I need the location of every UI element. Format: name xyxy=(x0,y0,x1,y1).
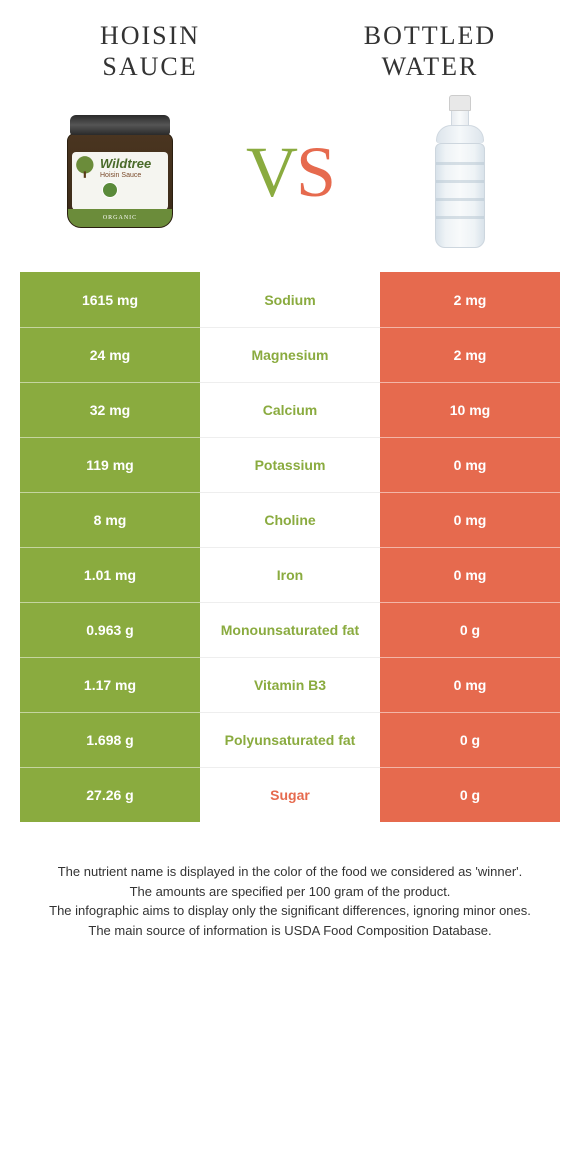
left-value: 119 mg xyxy=(20,437,200,492)
product-images-row: Wildtree Hoisin Sauce ORGANIC VS xyxy=(0,92,580,272)
right-title-line2: WATER xyxy=(382,52,479,81)
nutrient-label: Sodium xyxy=(200,272,380,327)
left-value: 1.17 mg xyxy=(20,657,200,712)
vs-s: S xyxy=(296,132,334,212)
nutrient-label: Iron xyxy=(200,547,380,602)
footer-line3: The infographic aims to display only the… xyxy=(30,901,550,921)
table-row: 8 mgCholine0 mg xyxy=(20,492,560,547)
nutrient-label: Potassium xyxy=(200,437,380,492)
right-title-line1: BOTTLED xyxy=(364,21,496,50)
table-row: 32 mgCalcium10 mg xyxy=(20,382,560,437)
left-product-title: HOISIN SAUCE xyxy=(60,20,240,82)
table-row: 24 mgMagnesium2 mg xyxy=(20,327,560,382)
right-value: 0 g xyxy=(380,767,560,822)
vs-v: V xyxy=(246,132,296,212)
footer-line4: The main source of information is USDA F… xyxy=(30,921,550,941)
footer-notes: The nutrient name is displayed in the co… xyxy=(30,862,550,940)
comparison-table: 1615 mgSodium2 mg24 mgMagnesium2 mg32 mg… xyxy=(20,272,560,822)
table-row: 1615 mgSodium2 mg xyxy=(20,272,560,327)
left-value: 0.963 g xyxy=(20,602,200,657)
table-row: 27.26 gSugar0 g xyxy=(20,767,560,822)
left-value: 27.26 g xyxy=(20,767,200,822)
vs-label: VS xyxy=(246,131,334,214)
left-value: 32 mg xyxy=(20,382,200,437)
right-value: 0 mg xyxy=(380,492,560,547)
table-row: 1.17 mgVitamin B30 mg xyxy=(20,657,560,712)
nutrient-label: Vitamin B3 xyxy=(200,657,380,712)
jar-product: Hoisin Sauce xyxy=(100,172,162,179)
nutrient-label: Polyunsaturated fat xyxy=(200,712,380,767)
nutrient-label: Sugar xyxy=(200,767,380,822)
table-row: 1.01 mgIron0 mg xyxy=(20,547,560,602)
nutrient-label: Monounsaturated fat xyxy=(200,602,380,657)
footer-line2: The amounts are specified per 100 gram o… xyxy=(30,882,550,902)
nutrient-label: Magnesium xyxy=(200,327,380,382)
table-row: 0.963 gMonounsaturated fat0 g xyxy=(20,602,560,657)
footer-line1: The nutrient name is displayed in the co… xyxy=(30,862,550,882)
right-value: 10 mg xyxy=(380,382,560,437)
nutrient-label: Choline xyxy=(200,492,380,547)
water-bottle-image xyxy=(380,97,540,247)
header-titles: HOISIN SAUCE BOTTLED WATER xyxy=(0,0,580,92)
jar-brand: Wildtree xyxy=(100,156,162,171)
right-value: 0 mg xyxy=(380,657,560,712)
right-value: 2 mg xyxy=(380,327,560,382)
left-value: 1615 mg xyxy=(20,272,200,327)
left-value: 1.698 g xyxy=(20,712,200,767)
right-value: 2 mg xyxy=(380,272,560,327)
nutrient-label: Calcium xyxy=(200,382,380,437)
left-title-line1: HOISIN xyxy=(100,21,200,50)
right-value: 0 g xyxy=(380,712,560,767)
right-value: 0 mg xyxy=(380,437,560,492)
left-title-line2: SAUCE xyxy=(102,52,197,81)
right-value: 0 mg xyxy=(380,547,560,602)
left-value: 8 mg xyxy=(20,492,200,547)
table-row: 1.698 gPolyunsaturated fat0 g xyxy=(20,712,560,767)
right-product-title: BOTTLED WATER xyxy=(340,20,520,82)
left-value: 24 mg xyxy=(20,327,200,382)
jar-footer: ORGANIC xyxy=(68,209,172,227)
left-value: 1.01 mg xyxy=(20,547,200,602)
right-value: 0 g xyxy=(380,602,560,657)
table-row: 119 mgPotassium0 mg xyxy=(20,437,560,492)
hoisin-jar-image: Wildtree Hoisin Sauce ORGANIC xyxy=(40,97,200,247)
